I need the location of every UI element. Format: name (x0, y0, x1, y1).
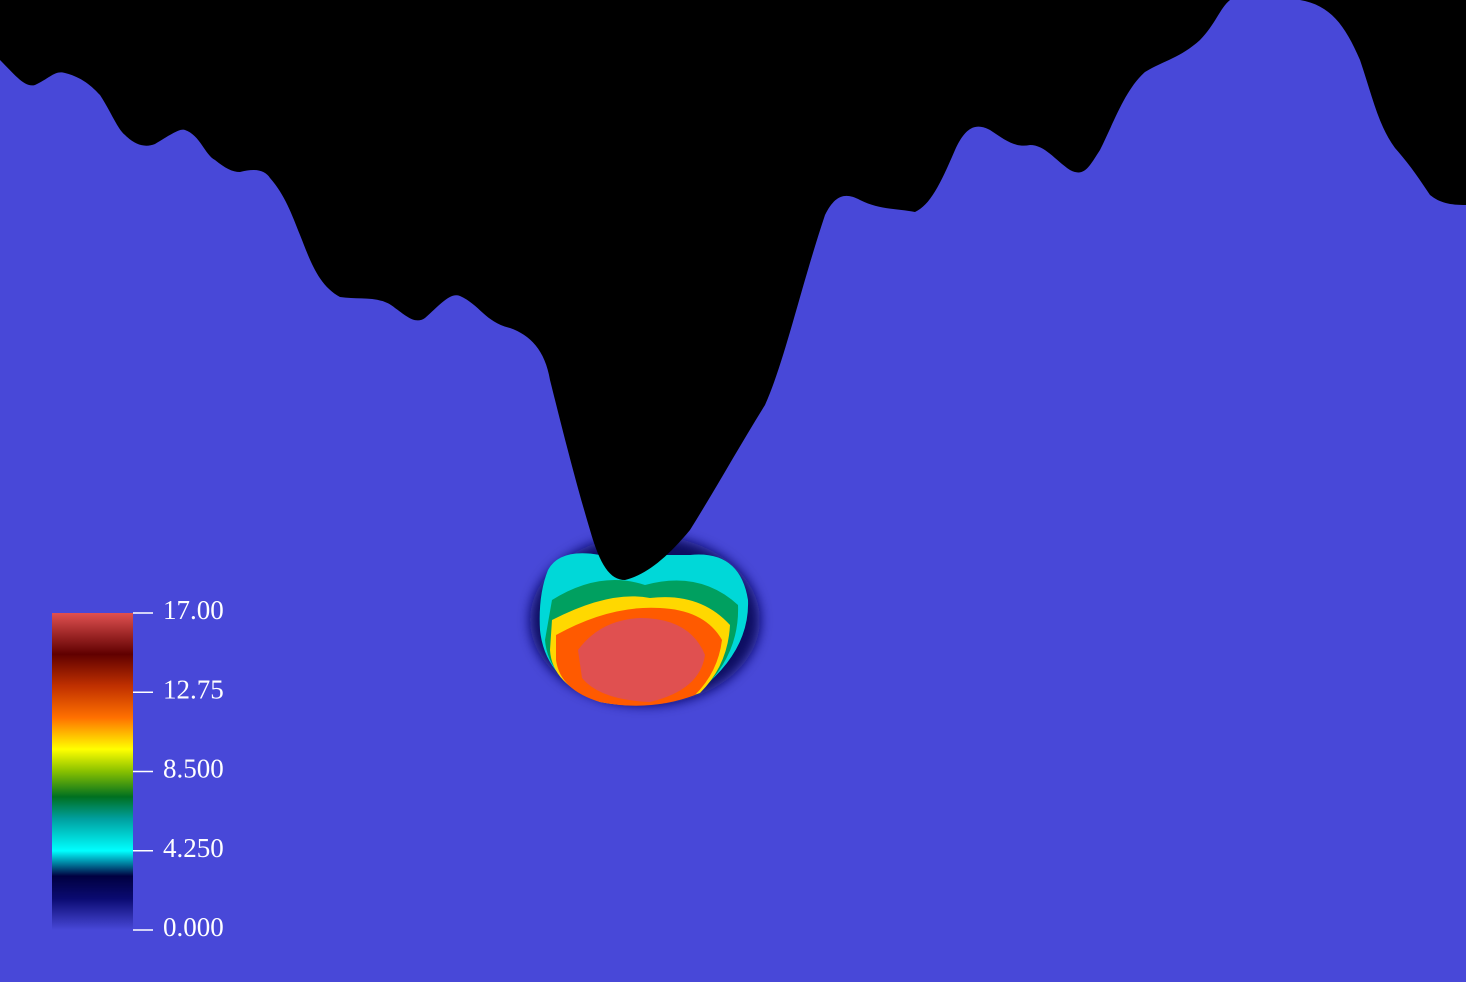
colorbar-tick-label: 4.250 (163, 833, 224, 863)
colorbar-tick-label: 17.00 (163, 595, 224, 625)
plume-core (578, 618, 705, 702)
void-left (0, 0, 1230, 580)
colorbar-tick-label: 0.000 (163, 912, 224, 942)
plume (530, 535, 760, 706)
void-right (1300, 0, 1466, 205)
colorbar-tick-label: 8.500 (163, 754, 224, 784)
colorbar (52, 613, 133, 930)
colorbar-tick-label: 12.75 (163, 674, 224, 704)
